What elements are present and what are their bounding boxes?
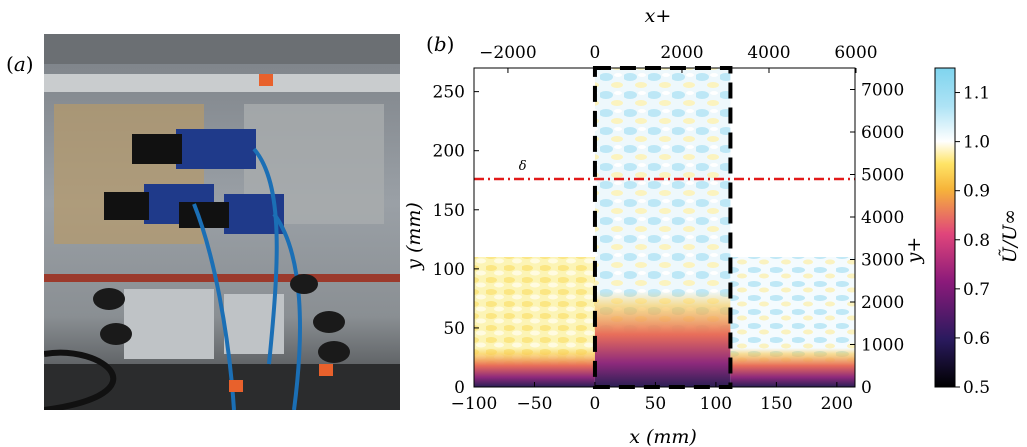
colorbar-tick-label: 0.5 <box>963 378 990 398</box>
y-right-axis-label: y+ <box>903 237 925 265</box>
colorbar-tick-label: 1.0 <box>963 133 990 153</box>
y-tick-label: 50 <box>443 319 465 339</box>
plot-frame <box>473 67 856 388</box>
x-top-axis-label: x+ <box>645 5 672 27</box>
y-tick-label: 250 <box>433 83 465 103</box>
y-tick-label: 0 <box>454 378 465 398</box>
y-right-tick-label: 6000 <box>861 123 904 143</box>
colorbar-tick-label: 0.6 <box>963 329 990 349</box>
x-top-tick-label: 6000 <box>834 43 877 63</box>
y-tick-label: 100 <box>433 260 465 280</box>
x-top-tick-label: 2000 <box>660 43 703 63</box>
y-right-tick-label: 0 <box>861 378 872 398</box>
x-top-tick-label: 0 <box>590 43 601 63</box>
center-fov-wall-layer <box>594 291 731 387</box>
colorbar-tick-label: 1.1 <box>963 84 990 104</box>
y-right-tick-label: 7000 <box>861 81 904 101</box>
y-right-tick-label: 5000 <box>861 166 904 186</box>
y-right-tick-label: 3000 <box>861 251 904 271</box>
x-top-tick-label: −2000 <box>479 43 537 63</box>
colorbar-tick-label: 0.8 <box>963 231 990 251</box>
x-tick-label: −100 <box>451 394 498 414</box>
x-tick-label: 100 <box>700 394 732 414</box>
y-right-tick-label: 1000 <box>861 336 904 356</box>
x-tick-label: 50 <box>645 394 667 414</box>
x-top-tick-label: 4000 <box>747 43 790 63</box>
x-tick-label: 0 <box>590 394 601 414</box>
y-tick-label: 200 <box>433 142 465 162</box>
camera-icon <box>104 129 284 234</box>
y-tick-label: 150 <box>433 201 465 221</box>
colorbar-tick-label: 0.9 <box>963 182 990 202</box>
right-fov-wall-layer <box>730 348 855 387</box>
x-axis-label: x (mm) <box>629 426 697 447</box>
x-tick-label: 150 <box>760 394 792 414</box>
velocity-field <box>474 68 855 387</box>
panel-b-label: (b) <box>426 32 455 56</box>
x-tick-label: 200 <box>821 394 853 414</box>
colorbar-label: Ũ/U∞ <box>998 209 1021 263</box>
y-right-tick-label: 4000 <box>861 208 904 228</box>
camera-rig-photo <box>44 34 400 410</box>
colorbar <box>934 67 956 388</box>
x-tick-label: −50 <box>517 394 553 414</box>
y-axis-label: y (mm) <box>403 202 425 271</box>
delta-label: δ <box>519 159 527 174</box>
panel-a-label: (a) <box>6 52 34 76</box>
y-right-tick-label: 2000 <box>861 293 904 313</box>
left-fov-wall-layer <box>474 348 595 387</box>
colorbar-tick-label: 0.7 <box>963 280 990 300</box>
